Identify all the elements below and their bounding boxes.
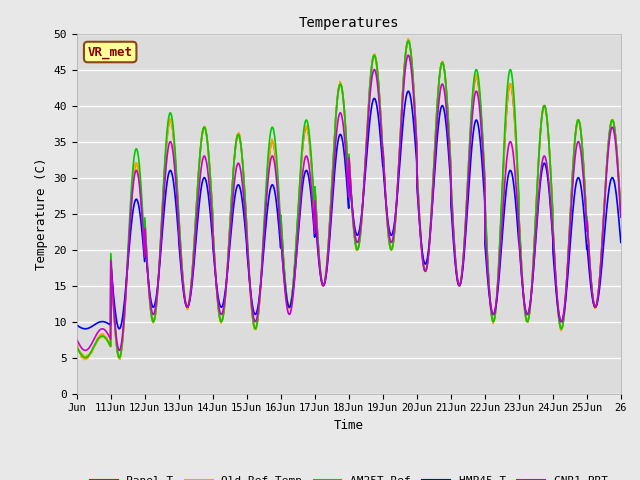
CNR1 PRT — [73, 336, 81, 342]
HMP45 T — [617, 240, 625, 245]
HMP45 T — [245, 270, 253, 276]
AM25T Ref — [617, 211, 625, 216]
AM25T Ref — [245, 261, 253, 267]
AM25T Ref — [73, 344, 81, 349]
Legend: Panel T, Old Ref Temp, AM25T Ref, HMP45 T, CNR1 PRT: Panel T, Old Ref Temp, AM25T Ref, HMP45 … — [85, 471, 612, 480]
CNR1 PRT — [127, 203, 135, 208]
AM25T Ref — [544, 122, 552, 128]
HMP45 T — [81, 326, 89, 332]
HMP45 T — [73, 323, 81, 328]
AM25T Ref — [610, 120, 618, 125]
Panel T — [544, 122, 552, 128]
Old Ref Temp — [127, 199, 135, 204]
Line: Old Ref Temp: Old Ref Temp — [77, 39, 621, 360]
CNR1 PRT — [381, 191, 389, 197]
HMP45 T — [404, 88, 412, 94]
Old Ref Temp — [617, 211, 625, 216]
AM25T Ref — [404, 38, 412, 44]
HMP45 T — [610, 176, 618, 182]
Panel T — [245, 265, 253, 271]
Panel T — [610, 120, 618, 125]
AM25T Ref — [513, 149, 521, 155]
Panel T — [73, 344, 81, 349]
Title: Temperatures: Temperatures — [298, 16, 399, 30]
CNR1 PRT — [245, 265, 253, 271]
X-axis label: Time: Time — [334, 419, 364, 432]
Old Ref Temp — [73, 342, 81, 348]
HMP45 T — [381, 195, 389, 201]
Old Ref Temp — [81, 357, 88, 362]
HMP45 T — [544, 174, 552, 180]
Line: CNR1 PRT: CNR1 PRT — [77, 55, 621, 350]
Old Ref Temp — [245, 264, 253, 270]
Panel T — [617, 211, 625, 216]
Old Ref Temp — [381, 193, 389, 199]
CNR1 PRT — [610, 126, 618, 132]
Old Ref Temp — [544, 122, 552, 128]
Line: HMP45 T: HMP45 T — [77, 91, 621, 329]
Panel T — [381, 193, 389, 199]
Panel T — [127, 198, 135, 204]
Text: VR_met: VR_met — [88, 46, 132, 59]
Old Ref Temp — [610, 119, 618, 125]
CNR1 PRT — [544, 167, 552, 173]
Line: AM25T Ref: AM25T Ref — [77, 41, 621, 358]
HMP45 T — [513, 215, 521, 220]
CNR1 PRT — [513, 195, 521, 201]
Panel T — [513, 158, 521, 164]
Y-axis label: Temperature (C): Temperature (C) — [35, 157, 48, 270]
AM25T Ref — [81, 355, 89, 360]
Old Ref Temp — [513, 159, 521, 165]
Panel T — [404, 38, 412, 44]
AM25T Ref — [381, 193, 389, 199]
AM25T Ref — [127, 186, 135, 192]
Panel T — [81, 355, 89, 360]
CNR1 PRT — [81, 348, 89, 353]
HMP45 T — [127, 221, 135, 227]
Line: Panel T: Panel T — [77, 41, 621, 358]
CNR1 PRT — [404, 52, 412, 58]
CNR1 PRT — [617, 214, 625, 220]
Old Ref Temp — [404, 36, 412, 42]
